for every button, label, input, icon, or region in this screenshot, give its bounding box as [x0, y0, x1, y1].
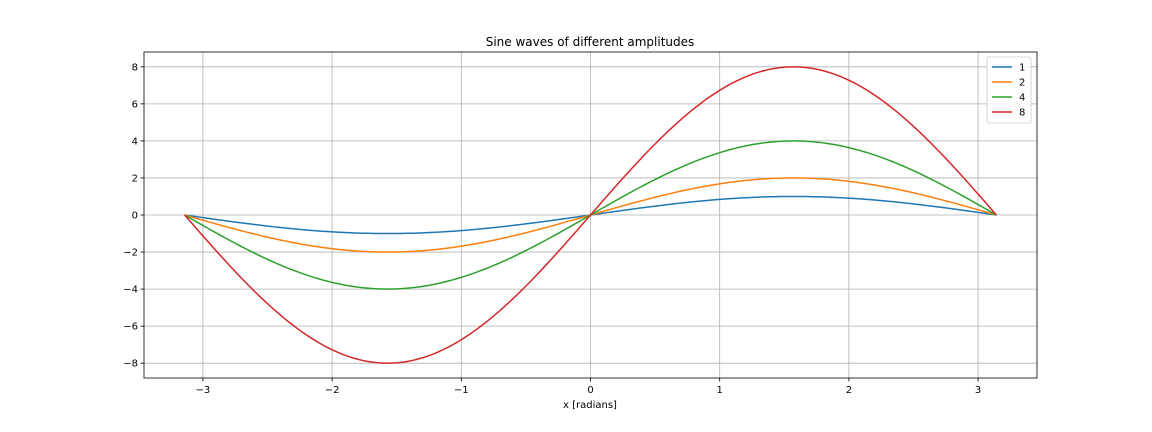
x-axis-label: x [radians] — [563, 400, 617, 411]
x-tick-label: −1 — [454, 385, 469, 396]
x-tick-label: −2 — [325, 385, 340, 396]
y-tick-label: 8 — [132, 62, 138, 73]
legend-label-4: 4 — [1019, 93, 1025, 104]
y-tick-label: −4 — [123, 285, 138, 296]
series-lines — [184, 66, 997, 364]
x-tick-label: 0 — [587, 385, 593, 396]
x-tick-label: 3 — [975, 385, 981, 396]
x-tick-label: 1 — [717, 385, 723, 396]
legend-label-1: 1 — [1019, 63, 1025, 74]
series-line-8 — [184, 66, 997, 364]
y-tick-label: −8 — [123, 359, 138, 370]
grid — [144, 52, 1037, 378]
y-tick-label: 4 — [132, 136, 138, 147]
y-tick-label: −2 — [123, 248, 138, 259]
y-tick-label: −6 — [123, 322, 138, 333]
legend: 1 2 4 8 — [986, 56, 1032, 124]
y-tick-label: 6 — [132, 99, 138, 110]
legend-box — [986, 56, 1032, 124]
legend-label-8: 8 — [1019, 108, 1025, 119]
x-tick-label: −3 — [196, 385, 211, 396]
x-tick-label: 2 — [846, 385, 852, 396]
chart-title: Sine waves of different amplitudes — [486, 35, 695, 49]
y-tick-label: 2 — [132, 173, 138, 184]
legend-label-2: 2 — [1019, 78, 1025, 89]
y-tick-label: 0 — [132, 211, 138, 222]
axis-ticks: −3 −2 −1 0 1 2 3 −8 −6 −4 −2 0 2 4 6 8 — [123, 62, 981, 396]
